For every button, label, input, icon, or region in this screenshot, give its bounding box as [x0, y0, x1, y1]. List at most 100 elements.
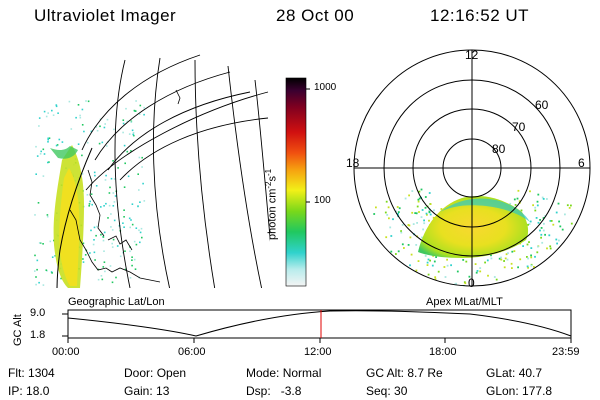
mlt-label-6: 6 [578, 156, 585, 170]
emission-pixel [133, 109, 136, 112]
emission-pixel [134, 268, 137, 270]
emission-pixel [385, 236, 388, 239]
emission-pixel [141, 236, 143, 239]
status-glat: GLat: 40.7 [486, 366, 543, 380]
emission-pixel [138, 113, 141, 115]
emission-pixel [456, 270, 459, 273]
emission-pixel [110, 226, 112, 228]
emission-pixel [397, 212, 399, 215]
emission-pixel [131, 256, 133, 258]
emission-pixel [90, 193, 93, 195]
emission-pixel [103, 261, 106, 263]
emission-pixel [386, 214, 389, 216]
emission-pixel [38, 125, 40, 127]
emission-pixel [100, 233, 102, 236]
emission-pixel [34, 254, 36, 257]
emission-pixel [35, 283, 37, 286]
emission-pixel [537, 193, 540, 196]
emission-pixel [539, 229, 541, 232]
emission-pixel [431, 264, 434, 267]
emission-pixel [83, 130, 85, 133]
emission-pixel [411, 211, 414, 214]
emission-pixel [403, 247, 405, 249]
emission-pixel [113, 201, 116, 203]
emission-pixel [122, 122, 125, 125]
emission-pixel [504, 257, 507, 260]
emission-pixel [415, 212, 418, 215]
emission-pixel [474, 263, 477, 265]
image-time: 12:16:52 UT [430, 6, 530, 25]
emission-pixel [440, 208, 443, 210]
emission-pixel [34, 214, 36, 216]
emission-pixel [529, 220, 532, 223]
emission-pixel [107, 217, 109, 219]
lat-label-80: 80 [492, 142, 506, 156]
emission-pixel [137, 205, 139, 208]
emission-pixel [130, 150, 132, 152]
emission-pixel [503, 266, 506, 269]
emission-pixel [111, 246, 114, 248]
emission-pixel [138, 156, 141, 159]
emission-pixel [125, 107, 127, 110]
emission-pixel [58, 138, 61, 141]
emission-pixel [117, 167, 119, 169]
emission-pixel [418, 190, 421, 193]
emission-pixel [133, 134, 135, 137]
emission-pixel [433, 209, 435, 212]
emission-pixel [134, 110, 137, 112]
lat-label-70: 70 [512, 120, 526, 134]
emission-pixel [550, 220, 553, 222]
emission-pixel [544, 233, 546, 236]
emission-pixel [395, 253, 397, 255]
emission-pixel [537, 221, 540, 224]
emission-pixel [390, 250, 393, 253]
emission-pixel [113, 128, 115, 131]
altitude-plot [62, 309, 572, 343]
emission-pixel [558, 239, 560, 242]
alt-tick-high: 9.0 [30, 307, 46, 319]
emission-pixel [432, 216, 435, 219]
emission-pixel [546, 198, 548, 200]
emission-pixel [437, 270, 440, 273]
emission-pixel [122, 251, 124, 254]
emission-pixel [135, 100, 137, 102]
emission-pixel [528, 223, 531, 225]
emission-pixel [131, 259, 133, 261]
emission-pixel [108, 204, 111, 207]
emission-pixel [511, 250, 514, 253]
emission-pixel [418, 197, 421, 200]
emission-pixel [95, 185, 98, 187]
emission-pixel [526, 265, 529, 268]
emission-pixel [42, 243, 44, 245]
emission-pixel [100, 206, 102, 208]
earth-limb [56, 147, 93, 288]
emission-pixel [115, 276, 117, 279]
emission-pixel [48, 161, 50, 163]
emission-pixel [104, 179, 107, 181]
emission-pixel [36, 259, 39, 262]
emission-pixel [124, 268, 127, 271]
colorbar-unit-label: photon cm-2s-1 [264, 169, 279, 240]
status-flt: Flt: 1304 [8, 366, 55, 380]
emission-pixel [484, 261, 486, 264]
emission-pixel [412, 223, 415, 225]
emission-pixel [530, 254, 532, 257]
emission-pixel [420, 188, 423, 191]
emission-pixel [425, 212, 428, 215]
emission-pixel [415, 244, 418, 246]
colorbar-tick-1000: 1000 [314, 82, 337, 93]
emission-pixel [35, 145, 37, 148]
emission-pixel [96, 129, 99, 132]
emission-pixel [48, 137, 51, 139]
emission-pixel [528, 241, 530, 243]
emission-pixel [93, 251, 96, 254]
emission-pixel [486, 259, 489, 262]
emission-pixel [408, 224, 411, 227]
time-tick-1800: 18:00 [429, 346, 457, 358]
emission-pixel [52, 114, 55, 116]
status-gc-alt: GC Alt: 8.7 Re [366, 366, 443, 380]
emission-pixel [82, 242, 85, 245]
emission-pixel [537, 245, 539, 248]
emission-pixel [464, 282, 467, 285]
emission-pixel [429, 259, 431, 262]
